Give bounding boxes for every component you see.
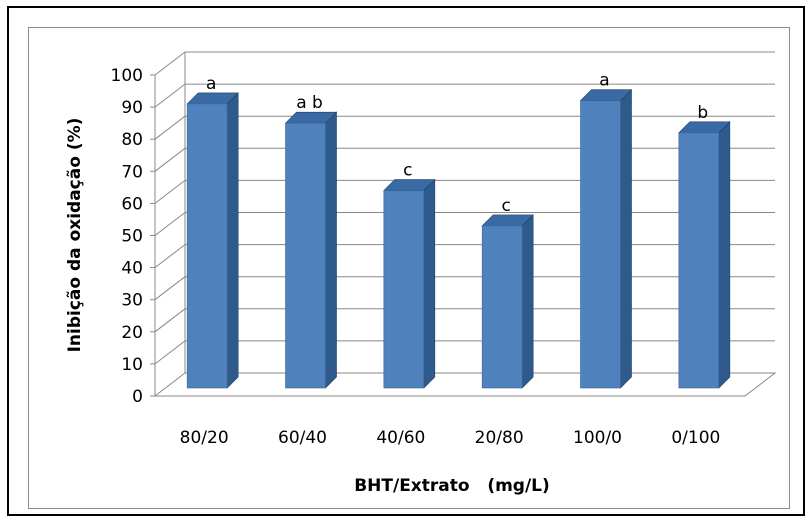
bar (579, 88, 633, 389)
bar (383, 178, 436, 389)
bar-front (678, 132, 720, 389)
bar-side (226, 92, 239, 389)
data-label: a b (296, 93, 323, 113)
x-tick-label: 80/20 (180, 428, 229, 448)
gridline-diagonal (154, 147, 186, 172)
bar-front (383, 190, 425, 389)
x-tick-label: 100/0 (573, 428, 622, 448)
gridline-diagonal (154, 340, 186, 365)
y-tick-label: 80 (121, 130, 143, 150)
gridline-diagonal (154, 244, 186, 268)
x-tick-label: 60/40 (278, 428, 327, 448)
y-tick-label: 40 (121, 259, 143, 279)
gridline-diagonal (154, 212, 186, 236)
y-tick-label: 90 (121, 98, 143, 118)
y-tick-label: 20 (121, 323, 143, 343)
data-label: a (206, 74, 216, 94)
bar-front (580, 100, 621, 389)
bar-side (423, 178, 436, 389)
x-tick-label: 0/100 (671, 428, 720, 448)
bar (481, 214, 534, 389)
y-tick-label: 60 (121, 194, 143, 214)
x-axis-title: BHT/Extrato (mg/L) (354, 476, 550, 496)
y-axis-title: Inibição da oxidação (%) (65, 118, 85, 353)
bar-side (718, 121, 731, 389)
gridline-diagonal (154, 83, 186, 108)
y-tick-label: 10 (121, 355, 143, 375)
bar-side (325, 111, 337, 389)
data-label: b (697, 103, 708, 123)
data-label: c (501, 196, 510, 216)
y-tick-label: 100 (111, 66, 143, 86)
bar (678, 121, 731, 389)
bar-side (620, 88, 632, 389)
data-label: c (403, 161, 412, 181)
bar-front (285, 122, 326, 389)
y-tick-label: 70 (121, 162, 143, 182)
bar-side (521, 214, 534, 389)
data-label: a (599, 71, 609, 91)
gridline-diagonal (154, 115, 186, 140)
y-tick-label: 30 (121, 291, 143, 311)
y-tick-label: 50 (121, 227, 143, 247)
y-tick-label: 0 (132, 387, 143, 407)
x-tick-label: 40/60 (376, 428, 425, 448)
gridline-diagonal (154, 308, 186, 333)
bar (284, 111, 338, 389)
bar (186, 92, 239, 389)
gridline-diagonal (154, 180, 186, 204)
bar-front (481, 225, 523, 389)
gridline-diagonal (154, 276, 186, 301)
x-tick-label: 20/80 (475, 428, 524, 448)
gridline-diagonal (154, 51, 186, 76)
bar-front (186, 103, 228, 389)
